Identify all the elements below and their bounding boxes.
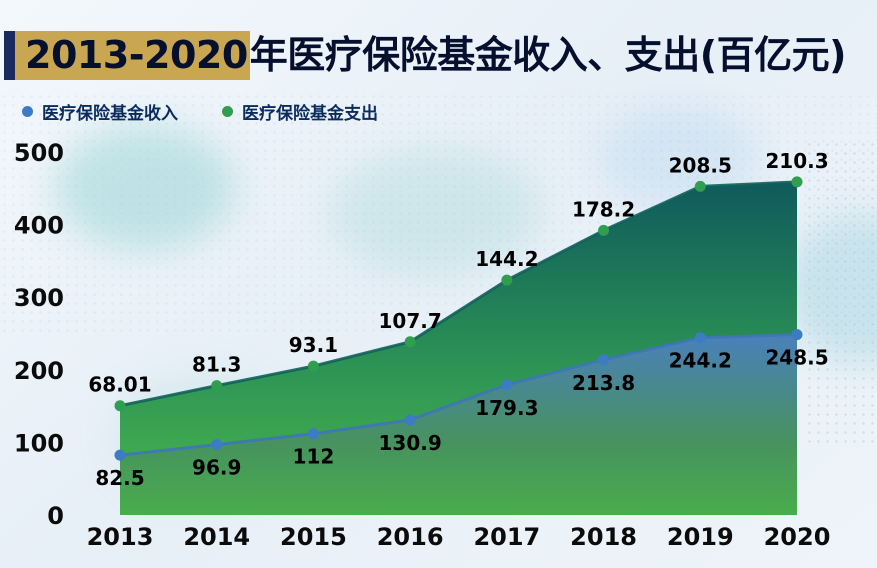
chart-legend: 医疗保险基金收入 医疗保险基金支出	[22, 99, 378, 124]
income-value-label: 244.2	[669, 349, 732, 373]
income-value-label: 179.3	[475, 396, 538, 420]
legend-item-income: 医疗保险基金收入	[22, 99, 178, 124]
income-point	[501, 379, 513, 391]
income-point	[307, 428, 319, 440]
expenditure-point	[404, 336, 416, 348]
y-axis-tick: 100	[14, 429, 64, 457]
x-axis-label: 2019	[667, 523, 734, 551]
income-point	[791, 329, 803, 341]
legend-item-expenditure: 医疗保险基金支出	[222, 99, 378, 124]
expenditure-value-label: 210.3	[765, 149, 828, 173]
expenditure-value-label: 68.01	[88, 373, 151, 397]
legend-label-income: 医疗保险基金收入	[42, 104, 178, 124]
income-value-label: 112	[293, 445, 335, 469]
income-area	[120, 334, 797, 515]
expenditure-value-label: 144.2	[475, 247, 538, 271]
income-point	[598, 354, 610, 366]
income-value-label: 248.5	[765, 346, 828, 370]
expenditure-point	[501, 274, 513, 286]
expenditure-line	[119, 180, 798, 408]
expenditure-point	[791, 176, 803, 188]
x-axis-label: 2018	[570, 523, 637, 551]
legend-dot-income	[22, 106, 33, 117]
income-point	[694, 332, 706, 344]
title-accent-bar	[4, 31, 15, 80]
expenditure-value-label: 107.7	[379, 309, 442, 333]
income-line	[119, 333, 798, 457]
background-blob	[55, 125, 235, 250]
background-blob	[330, 150, 540, 275]
y-axis-tick: 200	[14, 357, 64, 385]
expenditure-value-label: 93.1	[289, 333, 338, 357]
expenditure-value-label: 208.5	[669, 153, 732, 177]
expenditure-point	[114, 400, 126, 412]
income-value-label: 96.9	[192, 456, 241, 480]
expenditure-value-label: 178.2	[572, 197, 635, 221]
worldmap-dots-pattern	[805, 140, 877, 445]
income-value-label: 82.5	[95, 466, 144, 490]
legend-label-expenditure: 医疗保险基金支出	[242, 104, 378, 124]
income-point	[114, 449, 126, 461]
y-axis-tick: 500	[14, 139, 64, 167]
x-axis-label: 2020	[764, 523, 831, 551]
expenditure-point	[598, 224, 610, 236]
y-axis-tick: 0	[47, 502, 64, 530]
title-year-range: 2013-2020	[15, 31, 250, 80]
legend-dot-expenditure	[222, 106, 233, 117]
expenditure-value-label: 81.3	[192, 353, 241, 377]
y-axis-tick: 400	[14, 212, 64, 240]
expenditure-point	[307, 360, 319, 372]
title-text: 年医疗保险基金收入、支出(百亿元)	[249, 33, 847, 77]
income-value-label: 130.9	[379, 431, 442, 455]
page-title: 2013-2020年医疗保险基金收入、支出(百亿元)	[15, 31, 847, 80]
x-axis-label: 2014	[183, 523, 250, 551]
income-point	[211, 439, 223, 451]
income-value-label: 213.8	[572, 371, 635, 395]
chart-title-block: 2013-2020年医疗保险基金收入、支出(百亿元)	[4, 31, 847, 80]
x-axis-label: 2013	[87, 523, 154, 551]
x-axis-label: 2016	[377, 523, 444, 551]
expenditure-point	[694, 180, 706, 192]
y-axis-tick: 300	[14, 284, 64, 312]
x-axis-label: 2017	[473, 523, 540, 551]
expenditure-point	[211, 380, 223, 392]
x-axis-label: 2015	[280, 523, 347, 551]
income-point	[404, 414, 416, 426]
